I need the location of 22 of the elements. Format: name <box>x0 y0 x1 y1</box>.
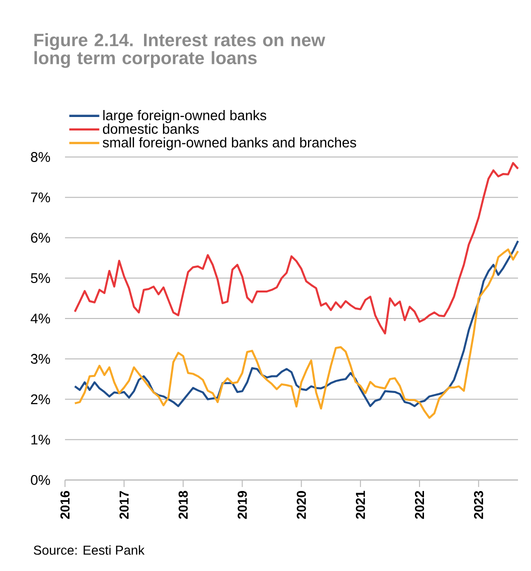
x-tick-label: 2023 <box>474 490 484 519</box>
x-tick-label: 2020 <box>296 491 306 519</box>
x-tick-label: 2021 <box>356 490 366 519</box>
x-tick-label: 2016 <box>60 490 70 519</box>
y-tick-label: 4% <box>30 314 50 324</box>
y-tick-label: 8% <box>30 152 50 162</box>
y-tick-label: 0% <box>30 475 50 485</box>
x-tick-label: 2019 <box>238 491 247 519</box>
legend-label: small foreign-owned banks and branches <box>102 137 356 150</box>
y-tick-label: 3% <box>30 354 50 364</box>
x-tick-label: 2022 <box>414 491 424 519</box>
y-tick-label: 7% <box>31 192 50 202</box>
legend-label: large foreign-owned banks <box>103 110 266 124</box>
y-tick-label: 5% <box>30 273 50 284</box>
x-tick-label: 2018 <box>178 490 188 519</box>
legend-label: domestic banks <box>102 124 199 134</box>
chart-title: Figure 2.14. Interest rates on new long term corporate loans <box>34 33 326 68</box>
y-tick-label: 1% <box>31 434 50 444</box>
y-tick-label: 6% <box>31 232 50 243</box>
source-note: Source: Eesti Pank <box>34 545 145 555</box>
y-tick-label: 2% <box>31 394 50 404</box>
x-tick-label: 2017 <box>120 491 129 519</box>
